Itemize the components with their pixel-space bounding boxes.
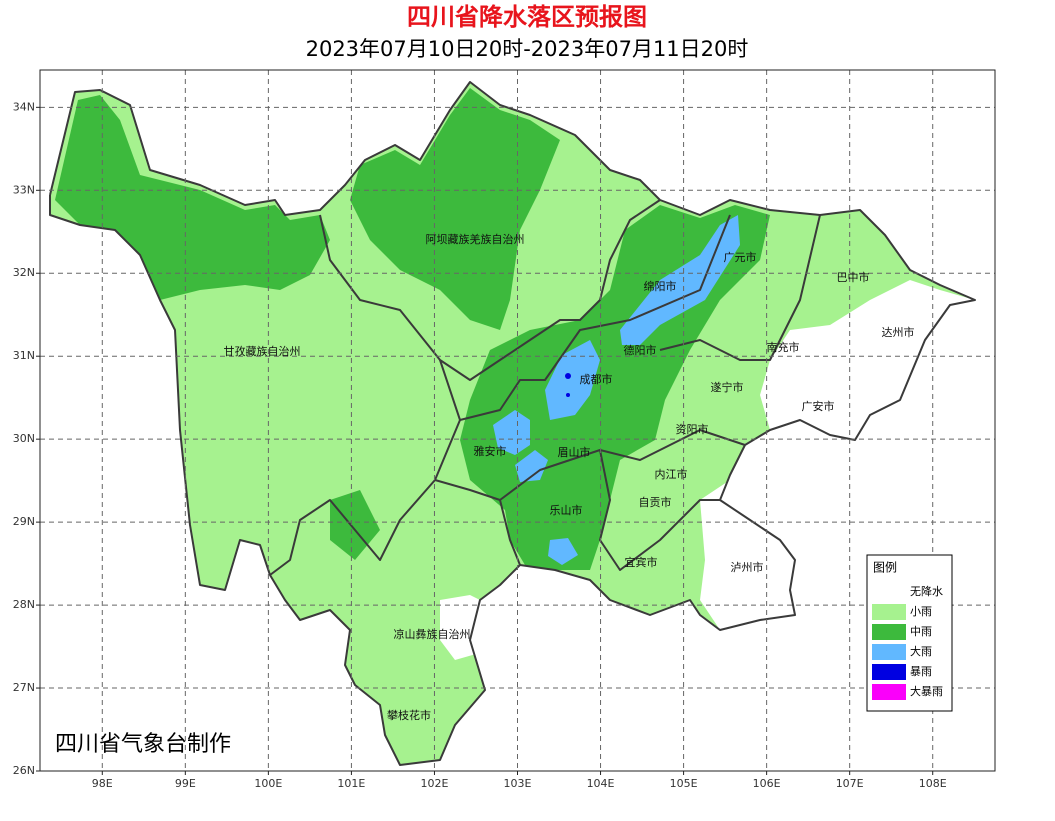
heavy-rain-leshan bbox=[548, 538, 578, 565]
region-label: 乐山市 bbox=[550, 503, 583, 517]
x-tick-label: 106E bbox=[753, 777, 781, 790]
region-label: 达州市 bbox=[882, 325, 915, 339]
x-tick-label: 102E bbox=[420, 777, 448, 790]
prefecture-boundary bbox=[269, 359, 461, 576]
x-tick-label: 100E bbox=[254, 777, 282, 790]
y-tick-label: 33N bbox=[13, 183, 35, 196]
legend-swatch bbox=[872, 584, 906, 600]
x-tick-label: 98E bbox=[92, 777, 113, 790]
prefecture-boundary bbox=[319, 199, 661, 381]
prefecture-boundary bbox=[49, 81, 976, 766]
heavy-rain-chengdu bbox=[545, 340, 600, 420]
x-tick-label: 103E bbox=[504, 777, 532, 790]
region-label: 凉山彝族自治州 bbox=[394, 627, 471, 641]
x-tick-label: 105E bbox=[670, 777, 698, 790]
region-label: 南充市 bbox=[767, 340, 800, 354]
legend-label: 小雨 bbox=[910, 605, 932, 618]
prefecture-boundary bbox=[499, 429, 746, 501]
legend-label: 暴雨 bbox=[910, 665, 932, 678]
y-tick-label: 32N bbox=[13, 266, 35, 279]
region-label: 眉山市 bbox=[558, 445, 591, 459]
legend-title: 图例 bbox=[873, 561, 897, 575]
legend-label: 中雨 bbox=[910, 625, 932, 638]
legend-label: 大雨 bbox=[910, 644, 932, 658]
y-tick-label: 29N bbox=[13, 515, 35, 528]
no-rain-luzhou bbox=[700, 480, 795, 630]
region-label: 巴中市 bbox=[837, 270, 870, 284]
y-tick-label: 28N bbox=[13, 598, 35, 611]
region-label: 泸州市 bbox=[731, 560, 764, 574]
heavy-rain-yaan bbox=[493, 410, 530, 455]
region-label: 甘孜藏族自治州 bbox=[224, 344, 301, 358]
no-rain-liangshan bbox=[440, 595, 500, 660]
region-labels: 阿坝藏族羌族自治州 甘孜藏族自治州 绵阳市 广元市 巴中市 达州市 南充市 德阳… bbox=[224, 232, 915, 722]
title: 四川省降水落区预报图 bbox=[407, 3, 647, 31]
y-tick-label: 30N bbox=[13, 432, 35, 445]
credit: 四川省气象台制作 bbox=[55, 732, 231, 757]
x-tick-label: 107E bbox=[836, 777, 864, 790]
region-label: 广元市 bbox=[724, 250, 757, 264]
region-label: 内江市 bbox=[655, 467, 688, 481]
rainstorm-spot bbox=[565, 373, 571, 379]
region-label: 绵阳市 bbox=[644, 279, 677, 293]
region-label: 资阳市 bbox=[676, 422, 709, 436]
legend-label: 大暴雨 bbox=[910, 684, 943, 698]
legend-label: 无降水 bbox=[910, 584, 943, 598]
y-tick-label: 34N bbox=[13, 100, 35, 113]
heavy-rain-meishan bbox=[515, 450, 548, 482]
x-tick-label: 101E bbox=[337, 777, 365, 790]
legend-swatch bbox=[872, 664, 906, 680]
rain-areas bbox=[49, 81, 976, 766]
region-label: 阿坝藏族羌族自治州 bbox=[426, 232, 525, 246]
prefecture-boundary bbox=[459, 214, 731, 421]
region-label: 德阳市 bbox=[624, 343, 657, 357]
x-tick-label: 99E bbox=[175, 777, 196, 790]
moderate-rain-aba bbox=[350, 88, 560, 330]
rainstorm-spot bbox=[566, 393, 570, 397]
prefecture-boundary bbox=[659, 214, 821, 361]
legend-swatch bbox=[872, 624, 906, 640]
y-tick-label: 31N bbox=[13, 349, 35, 362]
subtitle: 2023年07月10日20时-2023年07月11日20时 bbox=[306, 37, 749, 61]
region-label: 雅安市 bbox=[474, 444, 507, 458]
legend-swatch bbox=[872, 684, 906, 700]
region-label: 广安市 bbox=[802, 399, 835, 413]
legend-swatch bbox=[872, 604, 906, 620]
y-tick-label: 26N bbox=[13, 764, 35, 777]
x-tick-label: 104E bbox=[587, 777, 615, 790]
prefecture-boundary bbox=[599, 449, 720, 571]
region-label: 自贡市 bbox=[639, 495, 672, 509]
no-rain-east bbox=[760, 280, 975, 440]
moderate-rain-north bbox=[55, 95, 330, 300]
region-label: 宜宾市 bbox=[625, 555, 658, 569]
region-label: 成都市 bbox=[580, 372, 613, 386]
x-tick-label: 108E bbox=[919, 777, 947, 790]
moderate-rain-patch bbox=[330, 490, 380, 560]
region-label: 遂宁市 bbox=[711, 380, 744, 394]
legend-swatch bbox=[872, 644, 906, 660]
region-label: 攀枝花市 bbox=[387, 708, 431, 722]
y-tick-label: 27N bbox=[13, 681, 35, 694]
